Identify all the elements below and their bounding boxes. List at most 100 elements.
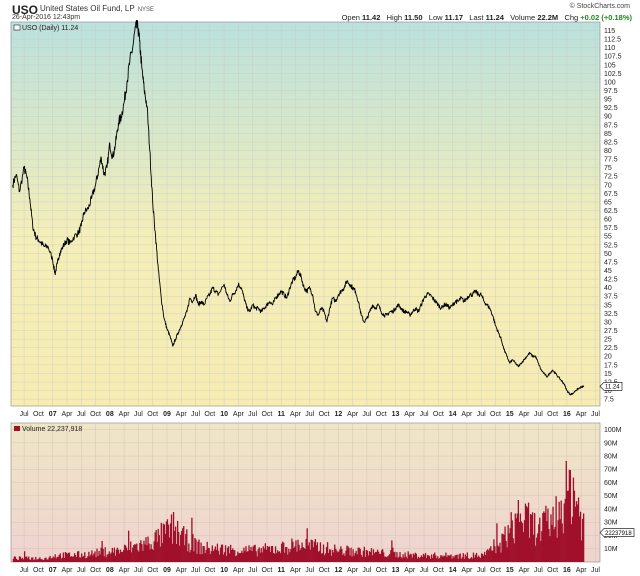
volume-bar: [137, 550, 139, 562]
volume-bar: [492, 550, 494, 562]
volume-bar: [499, 542, 501, 562]
volume-bar: [470, 557, 473, 562]
volume-bar: [575, 501, 578, 562]
volume-bar: [188, 543, 190, 562]
volume-bar: [105, 557, 107, 562]
volume-bar: [578, 516, 581, 562]
volume-bar: [450, 554, 452, 562]
volume-bar: [48, 557, 50, 562]
volume-bar: [174, 526, 177, 562]
x-tick-label: 12: [334, 567, 342, 574]
price-tick-label: 97.5: [604, 88, 618, 95]
x-tick-label: Oct: [261, 411, 272, 418]
x-tick-label: 08: [106, 567, 114, 574]
volume-bar: [294, 546, 296, 562]
volume-bar: [243, 547, 245, 562]
x-tick-label: Apr: [519, 567, 531, 574]
volume-bar: [102, 548, 104, 562]
volume-bar: [374, 551, 377, 562]
volume-bar: [360, 554, 362, 562]
x-tick-label: Jul: [362, 411, 371, 418]
x-tick-label: 14: [449, 411, 457, 418]
volume-bar: [182, 528, 184, 562]
volume-bar: [466, 552, 469, 562]
x-tick-label: 16: [563, 411, 571, 418]
volume-bar: [298, 544, 300, 562]
last-label: Last: [469, 13, 484, 22]
volume-bar: [165, 521, 168, 562]
volume-bar: [261, 552, 263, 562]
volume-bar: [365, 549, 368, 562]
x-tick-label: Oct: [204, 567, 215, 574]
volume-bar: [181, 531, 183, 562]
volume-legend-swatch: [14, 426, 20, 431]
last-value: 11.24: [485, 13, 504, 22]
volume-bar: [553, 529, 555, 562]
volume-bar: [290, 549, 292, 562]
volume-bar: [502, 533, 504, 562]
price-tick-label: 80: [604, 148, 612, 155]
price-last-marker: 11.24: [599, 382, 623, 391]
volume-bar: [252, 546, 254, 562]
volume-bar: [63, 557, 66, 562]
x-tick-label: Oct: [490, 411, 501, 418]
volume-bar: [498, 546, 500, 562]
x-tick-label: Oct: [433, 411, 444, 418]
volume-bar: [116, 547, 119, 562]
volume-bar: [47, 559, 49, 562]
volume-bar: [508, 533, 510, 562]
volume-bar: [566, 490, 568, 562]
volume-bar: [548, 528, 550, 562]
volume-bar: [152, 550, 154, 562]
volume-bar: [196, 553, 198, 562]
volume-bar: [167, 524, 170, 562]
volume-bar: [495, 553, 497, 562]
volume-bar: [550, 514, 552, 562]
volume-bar: [328, 549, 331, 562]
volume-bar: [423, 555, 426, 562]
volume-bar: [96, 548, 98, 562]
volume-bar: [86, 557, 88, 562]
price-tick-label: 35: [604, 302, 612, 309]
low-label: Low: [428, 13, 443, 22]
volume-bar: [287, 554, 289, 562]
volume-bar: [212, 551, 214, 562]
volume-bar: [157, 528, 159, 562]
volume-bar: [407, 551, 409, 562]
volume-bar: [493, 539, 495, 562]
volume-bar: [193, 551, 195, 562]
price-panel-background: [10, 21, 601, 407]
volume-bar: [150, 544, 152, 562]
x-tick-label: 11: [278, 411, 286, 418]
volume-bar: [435, 555, 437, 562]
price-tick-label: 50: [604, 251, 612, 258]
volume-bar: [464, 554, 466, 562]
volume-bar: [166, 519, 169, 562]
volume-bar: [428, 556, 431, 562]
volume-bar: [513, 543, 515, 562]
volume-bar: [366, 550, 369, 562]
volume-bar: [557, 520, 559, 562]
volume-bar: [383, 552, 385, 562]
x-tick-label: Apr: [62, 411, 74, 418]
volume-bar: [257, 549, 259, 562]
price-tick-label: 72.5: [604, 174, 618, 181]
volume-bar: [103, 556, 105, 562]
volume-bar: [465, 556, 467, 562]
volume-bar: [158, 535, 160, 562]
volume-bar: [418, 558, 421, 562]
volume-bar: [471, 558, 474, 562]
volume-bar: [179, 545, 181, 562]
volume-bar: [301, 542, 303, 562]
volume-bar: [353, 555, 355, 562]
x-tick-label: Jul: [362, 567, 371, 574]
price-tick-label: 107.5: [604, 54, 622, 61]
volume-bar: [176, 520, 179, 562]
price-tick-label: 110: [604, 45, 615, 52]
x-tick-label: Oct: [204, 411, 215, 418]
volume-bar: [53, 557, 55, 562]
volume-bar: [278, 551, 281, 562]
volume-bar: [201, 554, 203, 562]
volume-bar: [352, 549, 354, 562]
